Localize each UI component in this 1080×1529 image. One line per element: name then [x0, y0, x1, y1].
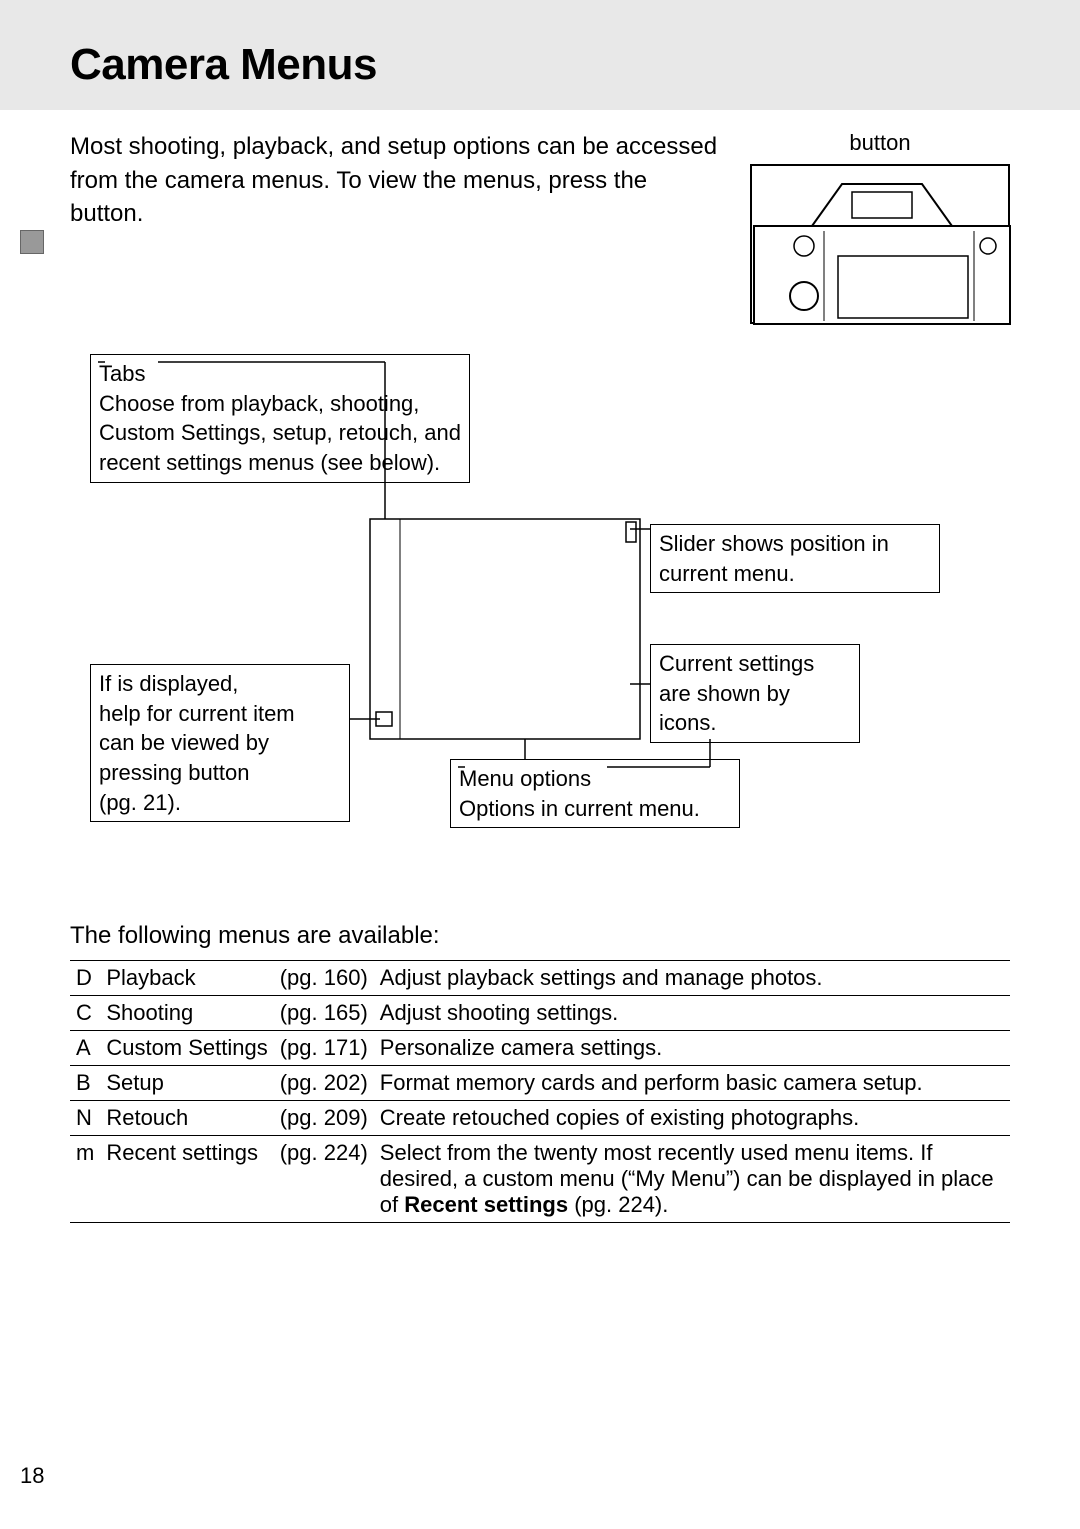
- callout-help-l3: can be viewed by: [99, 730, 269, 755]
- camera-illustration: [750, 164, 1010, 324]
- callout-options-label: Menu options: [459, 766, 591, 791]
- menu-icon: C: [70, 996, 100, 1031]
- intro-text: Most shooting, playback, and setup optio…: [70, 130, 720, 231]
- menu-icon: D: [70, 961, 100, 996]
- following-text: The following menus are available:: [70, 922, 1010, 950]
- callout-help-l4: pressing button: [99, 760, 249, 785]
- table-row: BSetup(pg. 202)Format memory cards and p…: [70, 1066, 1010, 1101]
- menu-page: (pg. 224): [274, 1136, 374, 1223]
- camera-column: button: [750, 130, 1010, 324]
- page-title: Camera Menus: [70, 40, 1080, 90]
- menu-desc: Adjust shooting settings.: [374, 996, 1010, 1031]
- menu-name: Retouch: [100, 1101, 273, 1136]
- menu-name: Setup: [100, 1066, 273, 1101]
- menu-desc: Format memory cards and perform basic ca…: [374, 1066, 1010, 1101]
- page-content: Most shooting, playback, and setup optio…: [0, 110, 1080, 1223]
- menu-page: (pg. 171): [274, 1031, 374, 1066]
- menu-page: (pg. 202): [274, 1066, 374, 1101]
- callout-slider: Slider shows position in current menu.: [650, 524, 940, 593]
- menu-name: Shooting: [100, 996, 273, 1031]
- page-number: 18: [20, 1463, 44, 1489]
- menu-page: (pg. 209): [274, 1101, 374, 1136]
- table-row: NRetouch(pg. 209)Create retouched copies…: [70, 1101, 1010, 1136]
- callout-options: Menu options Options in current menu.: [450, 759, 740, 828]
- table-row: CShooting(pg. 165)Adjust shooting settin…: [70, 996, 1010, 1031]
- menu-diagram: Tabs Choose from playback, shooting, Cus…: [70, 354, 1010, 904]
- callout-slider-l2: current menu.: [659, 561, 795, 586]
- callout-settings-l3: icons.: [659, 710, 716, 735]
- menu-icon: A: [70, 1031, 100, 1066]
- table-row: ACustom Settings(pg. 171)Personalize cam…: [70, 1031, 1010, 1066]
- menu-desc: Create retouched copies of existing phot…: [374, 1101, 1010, 1136]
- intro-row: Most shooting, playback, and setup optio…: [70, 130, 1010, 324]
- menu-desc: Personalize camera settings.: [374, 1031, 1010, 1066]
- menu-desc: Select from the twenty most recently use…: [374, 1136, 1010, 1223]
- menu-name: Recent settings: [100, 1136, 273, 1223]
- menu-name: Playback: [100, 961, 273, 996]
- menu-desc: Adjust playback settings and manage phot…: [374, 961, 1010, 996]
- menu-icon: B: [70, 1066, 100, 1101]
- callout-help-l2: help for current item: [99, 701, 295, 726]
- callout-help: If is displayed, help for current item c…: [90, 664, 350, 822]
- callout-settings-l2: are shown by: [659, 681, 790, 706]
- callout-tabs-body: Choose from playback, shooting, Custom S…: [99, 391, 461, 475]
- menu-icon: N: [70, 1101, 100, 1136]
- menu-icon: m: [70, 1136, 100, 1223]
- menu-page: (pg. 165): [274, 996, 374, 1031]
- callout-settings: Current settings are shown by icons.: [650, 644, 860, 743]
- callout-options-body: Options in current menu.: [459, 796, 700, 821]
- camera-caption: button: [750, 130, 1010, 156]
- menu-name: Custom Settings: [100, 1031, 273, 1066]
- callout-tabs-label: Tabs: [99, 361, 145, 386]
- callout-help-l5: (pg. 21).: [99, 790, 181, 815]
- menu-table: DPlayback(pg. 160)Adjust playback settin…: [70, 960, 1010, 1223]
- callout-settings-l1: Current settings: [659, 651, 814, 676]
- table-row: DPlayback(pg. 160)Adjust playback settin…: [70, 961, 1010, 996]
- callout-tabs: Tabs Choose from playback, shooting, Cus…: [90, 354, 470, 483]
- callout-help-l1: If is displayed,: [99, 671, 238, 696]
- menu-page: (pg. 160): [274, 961, 374, 996]
- callout-slider-l1: Slider shows position in: [659, 531, 889, 556]
- header-band: Camera Menus: [0, 0, 1080, 110]
- table-row: mRecent settings(pg. 224)Select from the…: [70, 1136, 1010, 1223]
